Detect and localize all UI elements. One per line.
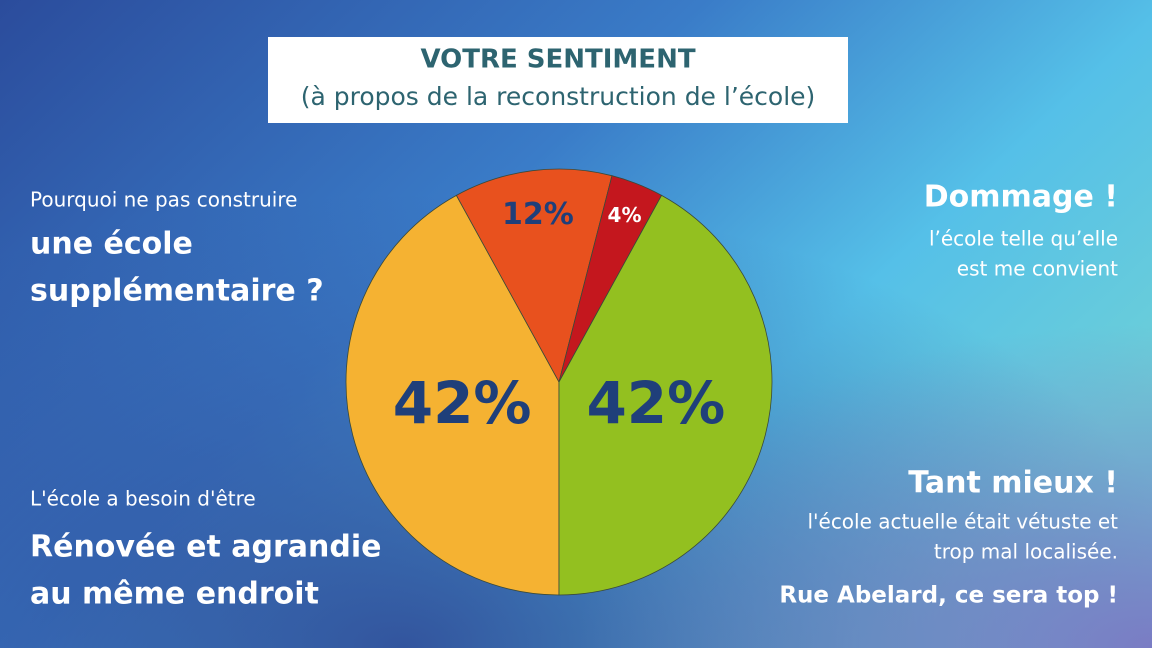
annotation: Dommage ! bbox=[924, 180, 1118, 215]
annotation: trop mal localisée. bbox=[934, 540, 1118, 564]
annotation: une école bbox=[30, 227, 193, 262]
annotation: Rénovée et agrandie bbox=[30, 530, 381, 565]
annotation: Rue Abelard, ce sera top ! bbox=[779, 583, 1118, 609]
annotation: Pourquoi ne pas construire bbox=[30, 188, 297, 212]
pie-slice bbox=[345, 194, 560, 596]
data-label: 12% bbox=[502, 197, 574, 232]
data-label: 4% bbox=[608, 203, 642, 227]
title-box bbox=[268, 37, 848, 123]
annotation: L'école a besoin d'être bbox=[30, 487, 256, 511]
chart-title: VOTRE SENTIMENT bbox=[420, 45, 695, 75]
annotation: Tant mieux ! bbox=[908, 466, 1118, 501]
chart-subtitle: (à propos de la reconstruction de l’écol… bbox=[301, 82, 816, 111]
annotation: supplémentaire ? bbox=[30, 274, 324, 309]
pie-slice bbox=[455, 168, 613, 384]
pie-slice bbox=[558, 194, 773, 596]
annotation: au même endroit bbox=[30, 577, 319, 612]
data-label: 42% bbox=[393, 369, 532, 437]
pie: 42% 12% 4% 42% bbox=[345, 168, 773, 596]
annotation: l'école actuelle était vétuste et bbox=[807, 510, 1118, 534]
annotation: l’école telle qu’elle bbox=[929, 227, 1118, 251]
annotation: est me convient bbox=[957, 257, 1118, 281]
data-label: 42% bbox=[586, 369, 725, 437]
